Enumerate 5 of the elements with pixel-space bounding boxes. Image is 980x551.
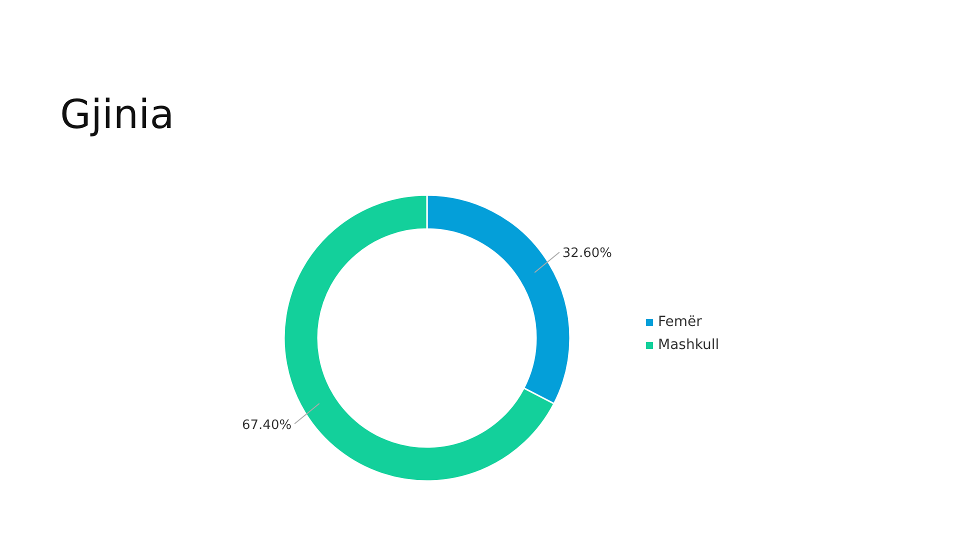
data-label: 32.60%	[562, 246, 612, 262]
legend-label: Mashkull	[658, 337, 720, 353]
data-label: 67.40%	[242, 418, 292, 433]
legend-label: Femër	[658, 314, 702, 330]
chart-title: Gjinia	[60, 92, 174, 138]
